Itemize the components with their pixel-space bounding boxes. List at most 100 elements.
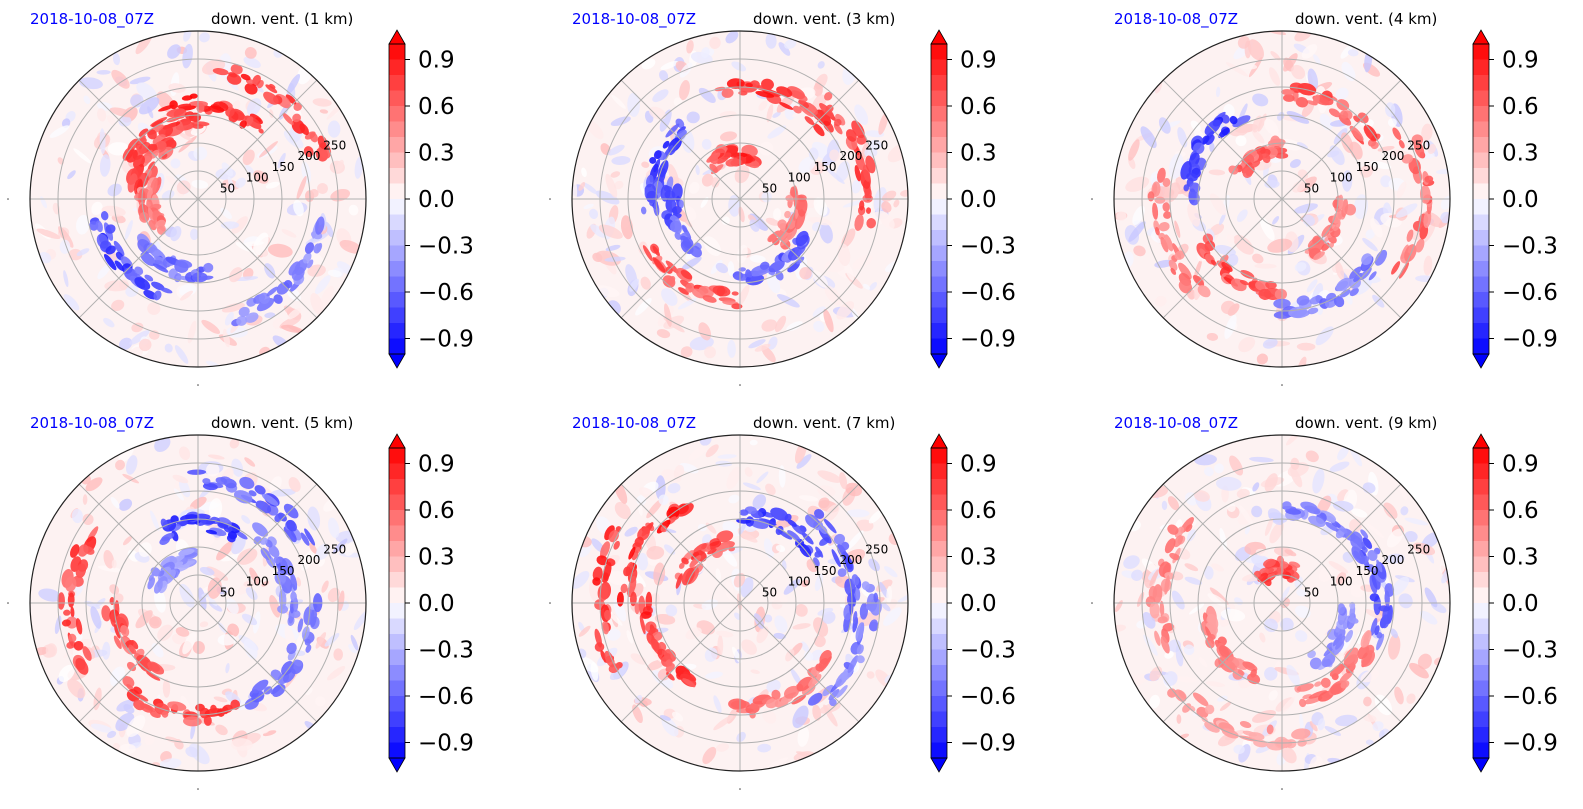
heatmap-speckle xyxy=(654,613,676,625)
heatmap-speckle xyxy=(1280,617,1294,632)
heatmap-speckle xyxy=(582,182,598,195)
heatmap-speckle xyxy=(613,598,627,622)
colorbar-tick-label: 0.0 xyxy=(418,187,455,213)
colorbar-tick-label: −0.3 xyxy=(418,638,474,664)
heatmap-cell xyxy=(75,618,83,635)
colorbar-extend-max xyxy=(1472,29,1490,45)
heatmap-speckle xyxy=(1131,569,1143,581)
heatmap-speckle xyxy=(97,565,123,573)
colorbar-level xyxy=(1473,711,1489,728)
heatmap-cell xyxy=(110,613,116,627)
heatmap-speckle xyxy=(698,87,716,103)
heatmap-speckle xyxy=(1296,142,1308,150)
heatmap-cell xyxy=(814,509,825,519)
heatmap-speckle xyxy=(1436,168,1450,175)
heatmap-speckle xyxy=(1365,739,1374,746)
heatmap-cell xyxy=(167,701,187,711)
heatmap-cell xyxy=(1204,704,1215,715)
heatmap-speckle xyxy=(1372,721,1384,731)
heatmap-speckle xyxy=(819,222,833,244)
heatmap-speckle xyxy=(1332,500,1354,512)
heatmap-speckle xyxy=(884,566,898,578)
heatmap-cell xyxy=(159,287,173,294)
heatmap-speckle xyxy=(225,662,230,674)
heatmap-cell xyxy=(755,90,775,98)
heatmap-cell xyxy=(249,113,263,125)
heatmap-speckle xyxy=(758,100,768,111)
axis-tick-dot xyxy=(1091,198,1093,200)
heatmap-cell xyxy=(660,525,668,533)
heatmap-speckle xyxy=(814,635,826,648)
heatmap-speckle xyxy=(863,283,871,290)
heatmap-speckle xyxy=(786,321,803,332)
heatmap-speckle xyxy=(635,297,652,316)
colorbar-tick-label: −0.9 xyxy=(418,327,474,353)
axis-tick-dot xyxy=(739,788,741,790)
heatmap-cell xyxy=(1411,134,1424,146)
heatmap-cell xyxy=(126,684,134,691)
heatmap-cell xyxy=(784,685,800,699)
heatmap-cell xyxy=(1361,253,1373,266)
heatmap-speckle xyxy=(1236,488,1250,499)
heatmap-cell xyxy=(652,245,660,257)
heatmap-cell xyxy=(1160,636,1170,654)
colorbar-level xyxy=(931,525,947,542)
heatmap-cell xyxy=(254,485,266,495)
heatmap-speckle xyxy=(129,330,150,345)
axis-tick-dot xyxy=(1091,602,1093,604)
heatmap-speckle xyxy=(817,61,825,69)
colorbar-extend-min xyxy=(1472,757,1490,773)
heatmap-speckle xyxy=(1396,181,1407,199)
colorbar-level xyxy=(389,556,405,573)
heatmap-speckle xyxy=(1349,518,1362,533)
heatmap-speckle xyxy=(813,320,825,333)
heatmap-cell xyxy=(706,540,722,550)
heatmap-speckle xyxy=(1370,217,1383,238)
heatmap-speckle xyxy=(1203,566,1214,580)
heatmap-speckle xyxy=(112,53,121,66)
heatmap-cell xyxy=(784,210,791,219)
heatmap-speckle xyxy=(1217,695,1228,702)
heatmap-cell xyxy=(235,530,248,540)
heatmap-speckle xyxy=(1328,561,1349,574)
heatmap-speckle xyxy=(629,278,640,292)
heatmap-cell xyxy=(831,549,841,568)
heatmap-cell xyxy=(1374,625,1380,636)
heatmap-speckle xyxy=(174,345,189,364)
heatmap-speckle xyxy=(741,639,757,655)
heatmap-speckle xyxy=(1174,220,1181,238)
heatmap-speckle xyxy=(1163,182,1181,203)
heatmap-cell xyxy=(716,156,729,164)
heatmap-cell xyxy=(1192,692,1209,707)
heatmap-speckle xyxy=(900,189,908,197)
heatmap-speckle xyxy=(1149,694,1160,709)
axis-tick-dot xyxy=(7,198,9,200)
heatmap-speckle xyxy=(686,111,700,124)
heatmap-cell xyxy=(1159,600,1165,618)
colorbar-tick-label: −0.6 xyxy=(418,684,474,710)
colorbar-level xyxy=(931,696,947,712)
heatmap-speckle xyxy=(792,705,809,729)
heatmap-speckle xyxy=(317,183,328,194)
heatmap-speckle xyxy=(1149,569,1159,587)
heatmap-cell xyxy=(100,211,109,221)
colorbar-level xyxy=(1473,665,1489,681)
heatmap-speckle xyxy=(1264,667,1278,681)
heatmap-speckle xyxy=(1141,558,1159,574)
heatmap-speckle xyxy=(179,583,195,608)
heatmap-speckle xyxy=(881,201,892,213)
colorbar-level xyxy=(931,75,947,91)
heatmap-speckle xyxy=(1422,222,1436,243)
heatmap-speckle xyxy=(688,181,700,194)
heatmap-speckle xyxy=(103,549,115,569)
heatmap-speckle xyxy=(1276,111,1285,121)
polar-grid-spoke xyxy=(739,602,860,723)
heatmap-speckle xyxy=(1313,54,1321,65)
radial-tick-label: 50 xyxy=(220,585,235,599)
heatmap-cell xyxy=(304,528,316,546)
colorbar-level xyxy=(1473,323,1489,339)
heatmap-cell xyxy=(681,567,695,586)
heatmap-cell xyxy=(1218,127,1230,139)
heatmap-cell xyxy=(273,294,283,304)
heatmap-speckle xyxy=(159,758,182,769)
